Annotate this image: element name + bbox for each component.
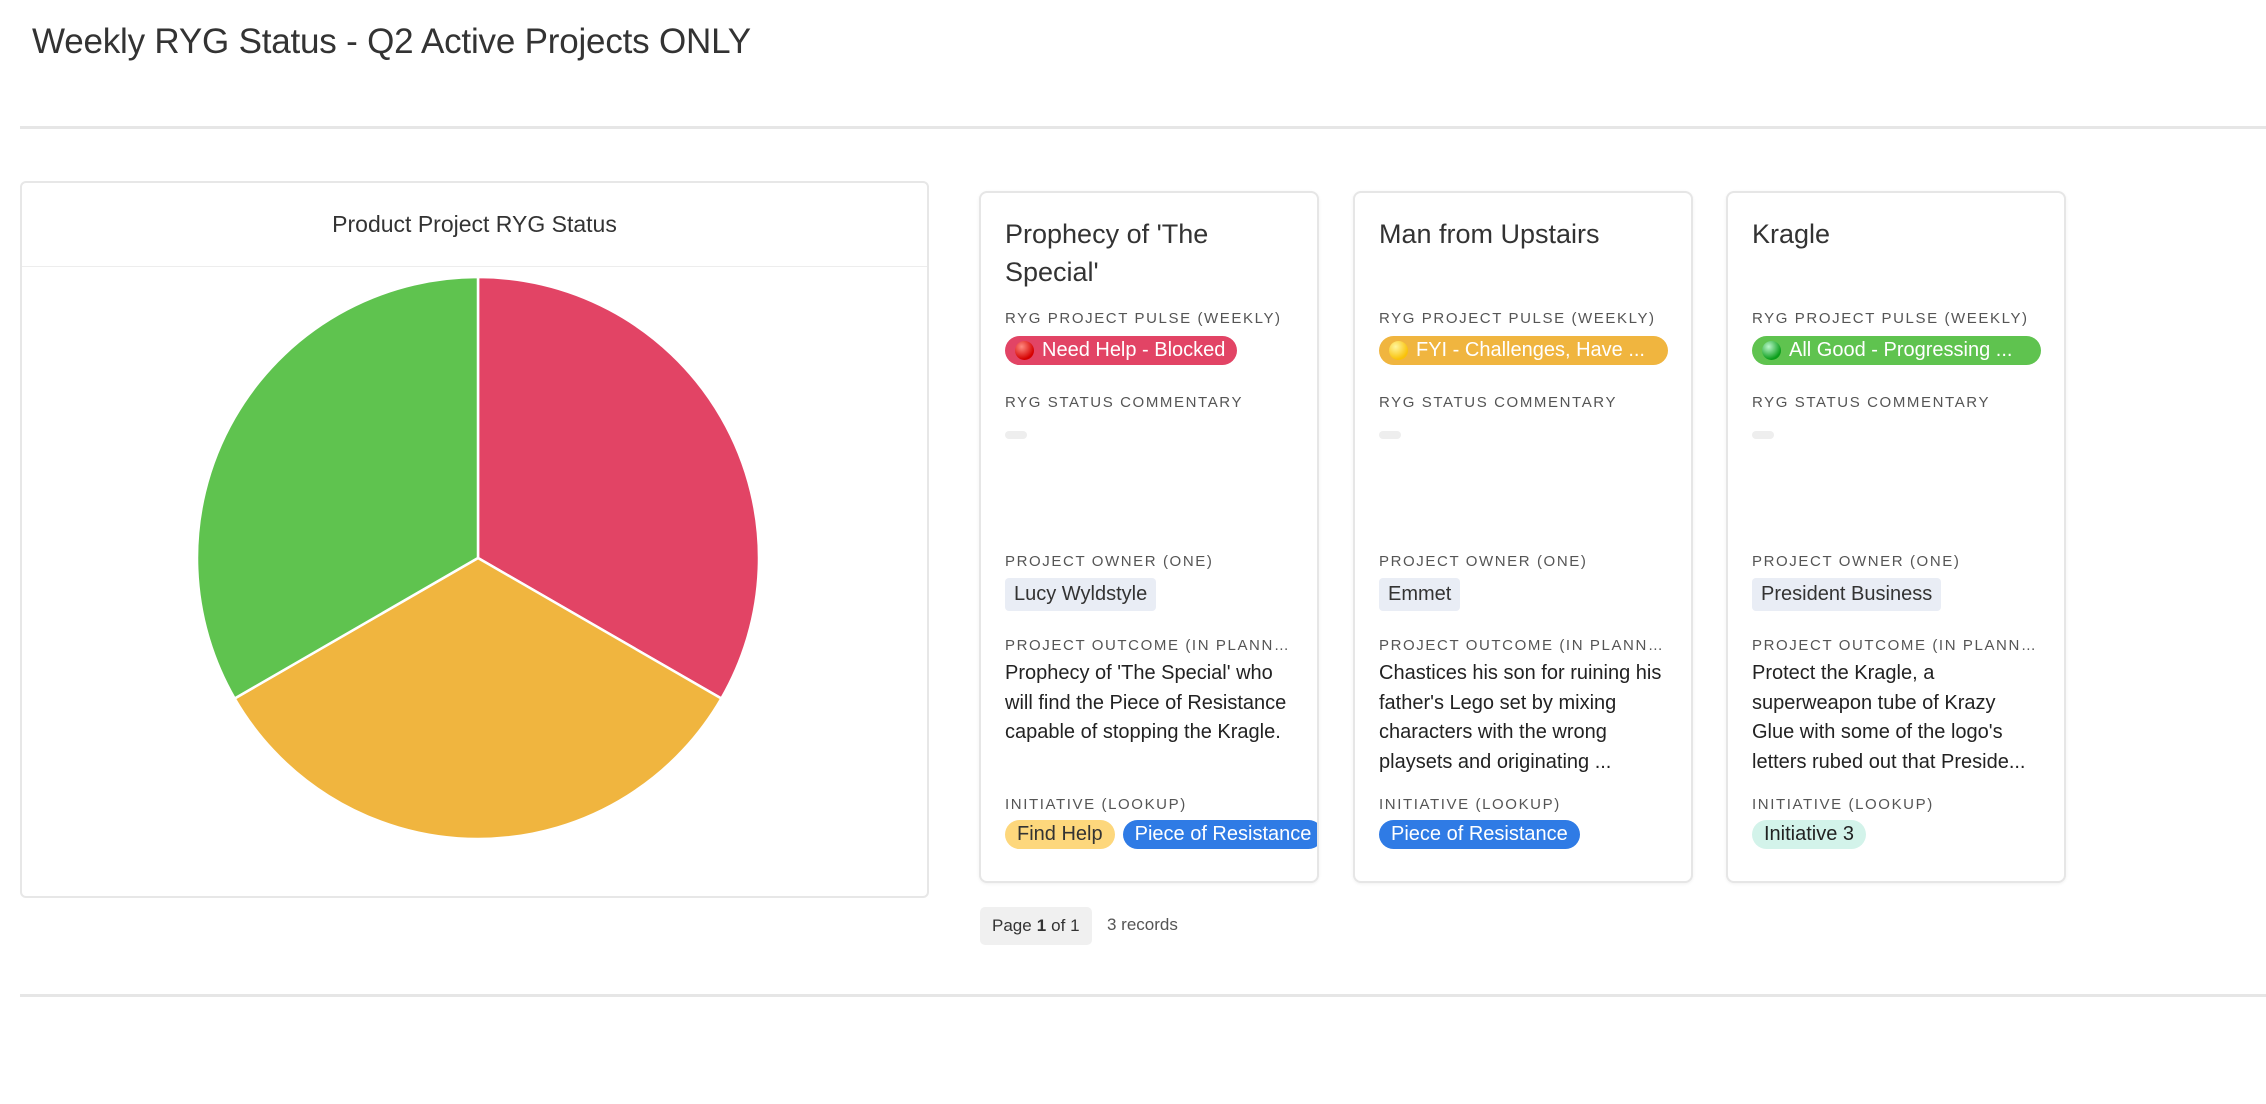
initiative-tags: Find Help Piece of Resistance — [1005, 820, 1317, 849]
record-title[interactable]: Prophecy of 'The Special' — [1005, 219, 1209, 287]
initiative-label: INITIATIVE (LOOKUP) — [1752, 796, 1934, 813]
top-divider — [20, 126, 2266, 129]
pulse-badge: FYI - Challenges, Have ... — [1379, 336, 1668, 365]
chart-panel: Product Project RYG Status — [20, 181, 929, 898]
owner-chip: Emmet — [1379, 578, 1461, 611]
commentary-empty — [1005, 431, 1027, 439]
initiative-tag: Initiative 3 — [1752, 820, 1867, 849]
initiative-label: INITIATIVE (LOOKUP) — [1379, 796, 1561, 813]
owner-chip: Lucy Wyldstyle — [1005, 578, 1157, 611]
pie-slice-2[interactable] — [232, 556, 724, 841]
record-card[interactable]: Kragle RYG PROJECT PULSE (WEEKLY) All Go… — [1726, 191, 2066, 883]
pagination[interactable]: Page 1 of 1 — [980, 907, 1092, 945]
pie-slice-3[interactable] — [195, 275, 480, 701]
pie-slice-1[interactable] — [476, 275, 761, 701]
pulse-text: FYI - Challenges, Have ... — [1416, 339, 1645, 361]
outcome-text: Prophecy of 'The Special' who will find … — [1005, 662, 1287, 743]
commentary-empty — [1379, 431, 1401, 439]
pulse-badge: All Good - Progressing ... — [1752, 336, 2041, 365]
outcome-label: PROJECT OUTCOME (IN PLANNED ... — [1752, 637, 2040, 654]
initiative-tag: Piece of Resistance — [1122, 820, 1317, 849]
outcome-text: Chastices his son for ruining his father… — [1379, 662, 1662, 773]
page-prefix: Page — [992, 916, 1032, 935]
owner-label: PROJECT OWNER (ONE) — [1752, 553, 1961, 570]
page-title: Weekly RYG Status - Q2 Active Projects O… — [32, 22, 751, 61]
pulse-label: RYG PROJECT PULSE (WEEKLY) — [1752, 310, 2029, 327]
pie-chart — [195, 275, 761, 841]
initiative-tags: Piece of Resistance — [1379, 820, 1691, 849]
chart-title: Product Project RYG Status — [22, 183, 927, 267]
yellow-circle-icon — [1389, 341, 1408, 360]
record-title[interactable]: Kragle — [1752, 219, 1831, 249]
owner-label: PROJECT OWNER (ONE) — [1379, 553, 1588, 570]
record-title[interactable]: Man from Upstairs — [1379, 219, 1600, 249]
commentary-label: RYG STATUS COMMENTARY — [1005, 394, 1244, 411]
commentary-label: RYG STATUS COMMENTARY — [1752, 394, 1991, 411]
page-suffix: of 1 — [1051, 916, 1080, 935]
record-count: 3 records — [1107, 915, 1178, 934]
bottom-divider — [20, 994, 2266, 997]
outcome-text: Protect the Kragle, a superweapon tube o… — [1752, 662, 2026, 773]
initiative-tags: Initiative 3 — [1752, 820, 2064, 849]
pulse-label: RYG PROJECT PULSE (WEEKLY) — [1005, 310, 1282, 327]
record-card[interactable]: Man from Upstairs RYG PROJECT PULSE (WEE… — [1353, 191, 1693, 883]
pulse-text: All Good - Progressing ... — [1789, 339, 2013, 361]
pulse-text: Need Help - Blocked — [1042, 339, 1226, 361]
record-card[interactable]: Prophecy of 'The Special' RYG PROJECT PU… — [979, 191, 1319, 883]
current-page: 1 — [1036, 916, 1047, 935]
commentary-label: RYG STATUS COMMENTARY — [1379, 394, 1618, 411]
green-circle-icon — [1762, 341, 1781, 360]
initiative-tag: Piece of Resistance — [1379, 820, 1580, 849]
pulse-label: RYG PROJECT PULSE (WEEKLY) — [1379, 310, 1656, 327]
owner-chip: President Business — [1752, 578, 1942, 611]
initiative-tag: Find Help — [1005, 820, 1115, 849]
initiative-label: INITIATIVE (LOOKUP) — [1005, 796, 1187, 813]
red-circle-icon — [1015, 341, 1034, 360]
owner-label: PROJECT OWNER (ONE) — [1005, 553, 1214, 570]
outcome-label: PROJECT OUTCOME (IN PLANNED ... — [1379, 637, 1667, 654]
pulse-badge: Need Help - Blocked — [1005, 336, 1238, 365]
outcome-label: PROJECT OUTCOME (IN PLANNED ... — [1005, 637, 1293, 654]
commentary-empty — [1752, 431, 1774, 439]
